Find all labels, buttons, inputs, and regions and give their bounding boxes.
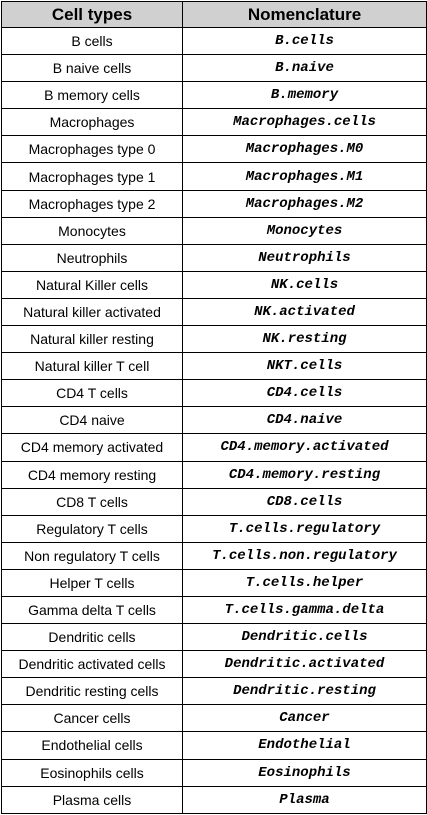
cell-type-cell: B naive cells — [1, 54, 183, 83]
nomenclature-cell: Endothelial — [182, 731, 427, 760]
cell-type-cell: Macrophages type 0 — [1, 135, 183, 164]
table-row: Macrophages type 2 Macrophages.M2 — [1, 189, 427, 218]
nomenclature-cell: B.naive — [182, 54, 427, 83]
cell-type-cell: Gamma delta T cells — [1, 595, 183, 625]
cell-type-cell: Endothelial cells — [1, 731, 183, 760]
table-header: Cell types Nomenclature — [1, 1, 427, 28]
cell-type-cell: Dendritic activated cells — [1, 650, 183, 679]
nomenclature-cell: CD4.memory.resting — [182, 460, 427, 489]
cell-type-cell: Plasma cells — [1, 785, 183, 814]
cell-type-cell: Non regulatory T cells — [1, 541, 183, 570]
table-row: Helper T cells T.cells.helper — [1, 568, 427, 597]
table-body: B cells B.cells B naive cells B.naive B memo… — [1, 26, 427, 814]
nomenclature-cell: Eosinophils — [182, 758, 427, 787]
cell-type-cell: Regulatory T cells — [1, 514, 183, 543]
cell-type-cell: Cancer cells — [1, 704, 183, 733]
table-row: Dendritic cells Dendritic.cells — [1, 623, 427, 652]
nomenclature-cell: CD4.memory.activated — [182, 433, 427, 462]
table-row: CD8 T cells CD8.cells — [1, 487, 427, 516]
cell-type-cell: Macrophages — [1, 108, 183, 137]
nomenclature-cell: T.cells.gamma.delta — [182, 595, 427, 625]
table-row: Monocytes Monocytes — [1, 216, 427, 245]
cell-type-cell: Macrophages type 2 — [1, 189, 183, 218]
table-row: Natural Killer cells NK.cells — [1, 270, 427, 299]
table-row: CD4 memory activated CD4.memory.activated — [1, 433, 427, 462]
cell-type-cell: Helper T cells — [1, 568, 183, 597]
nomenclature-cell: B.cells — [182, 26, 427, 56]
cell-type-cell: Dendritic resting cells — [1, 677, 183, 706]
header-nomenclature: Nomenclature — [182, 1, 427, 28]
nomenclature-cell: Dendritic.cells — [182, 623, 427, 652]
nomenclature-cell: Macrophages.M2 — [182, 189, 427, 218]
table-row: Eosinophils cells Eosinophils — [1, 758, 427, 787]
table-row: Cancer cells Cancer — [1, 704, 427, 733]
cell-type-cell: CD8 T cells — [1, 487, 183, 516]
nomenclature-cell: T.cells.helper — [182, 568, 427, 597]
table-row: Macrophages type 0 Macrophages.M0 — [1, 135, 427, 164]
nomenclature-cell: Monocytes — [182, 216, 427, 245]
cell-type-cell: Monocytes — [1, 216, 183, 245]
nomenclature-cell: CD4.naive — [182, 406, 427, 435]
table-row: CD4 memory resting CD4.memory.resting — [1, 460, 427, 489]
nomenclature-cell: NKT.cells — [182, 352, 427, 381]
table-row: Macrophages type 1 Macrophages.M1 — [1, 162, 427, 191]
cell-type-cell: CD4 memory resting — [1, 460, 183, 489]
nomenclature-cell: NK.activated — [182, 297, 427, 327]
cell-type-cell: B cells — [1, 26, 183, 56]
nomenclature-cell: Macrophages.M1 — [182, 162, 427, 191]
table-row: Endothelial cells Endothelial — [1, 731, 427, 760]
cell-type-cell: CD4 memory activated — [1, 433, 183, 462]
cell-type-cell: Eosinophils cells — [1, 758, 183, 787]
nomenclature-cell: Neutrophils — [182, 243, 427, 272]
table-row: Gamma delta T cells T.cells.gamma.delta — [1, 595, 427, 625]
nomenclature-cell: NK.cells — [182, 270, 427, 299]
nomenclature-cell: T.cells.regulatory — [182, 514, 427, 543]
table-row: B memory cells B.memory — [1, 81, 427, 110]
nomenclature-cell: CD8.cells — [182, 487, 427, 516]
table-row: Macrophages Macrophages.cells — [1, 108, 427, 137]
nomenclature-cell: T.cells.non.regulatory — [182, 541, 427, 570]
nomenclature-cell: Cancer — [182, 704, 427, 733]
table-row: B cells B.cells — [1, 26, 427, 56]
nomenclature-cell: Dendritic.activated — [182, 650, 427, 679]
cell-type-cell: Natural Killer cells — [1, 270, 183, 299]
cell-type-cell: CD4 naive — [1, 406, 183, 435]
cell-type-cell: B memory cells — [1, 81, 183, 110]
cell-type-cell: Macrophages type 1 — [1, 162, 183, 191]
table-row: Regulatory T cells T.cells.regulatory — [1, 514, 427, 543]
nomenclature-cell: Plasma — [182, 785, 427, 814]
table-row: Natural killer activated NK.activated — [1, 297, 427, 327]
cell-type-cell: CD4 T cells — [1, 379, 183, 408]
table-row: CD4 T cells CD4.cells — [1, 379, 427, 408]
cell-type-cell: Neutrophils — [1, 243, 183, 272]
table-row: Plasma cells Plasma — [1, 785, 427, 814]
table-row: B naive cells B.naive — [1, 54, 427, 83]
nomenclature-cell: CD4.cells — [182, 379, 427, 408]
table-row: Natural killer T cell NKT.cells — [1, 352, 427, 381]
cell-type-cell: Dendritic cells — [1, 623, 183, 652]
table-row: Natural killer resting NK.resting — [1, 325, 427, 354]
cell-type-cell: Natural killer resting — [1, 325, 183, 354]
cell-type-cell: Natural killer activated — [1, 297, 183, 327]
nomenclature-cell: Macrophages.cells — [182, 108, 427, 137]
table-row: Dendritic resting cells Dendritic.resting — [1, 677, 427, 706]
nomenclature-cell: Dendritic.resting — [182, 677, 427, 706]
table-row: CD4 naive CD4.naive — [1, 406, 427, 435]
nomenclature-cell: Macrophages.M0 — [182, 135, 427, 164]
table-row: Neutrophils Neutrophils — [1, 243, 427, 272]
cell-type-cell: Natural killer T cell — [1, 352, 183, 381]
header-row: Cell types Nomenclature — [1, 1, 427, 28]
header-cell-types: Cell types — [1, 1, 183, 28]
nomenclature-cell: B.memory — [182, 81, 427, 110]
nomenclature-cell: NK.resting — [182, 325, 427, 354]
table-row: Non regulatory T cells T.cells.non.regula… — [1, 541, 427, 570]
table-row: Dendritic activated cells Dendritic.activ… — [1, 650, 427, 679]
